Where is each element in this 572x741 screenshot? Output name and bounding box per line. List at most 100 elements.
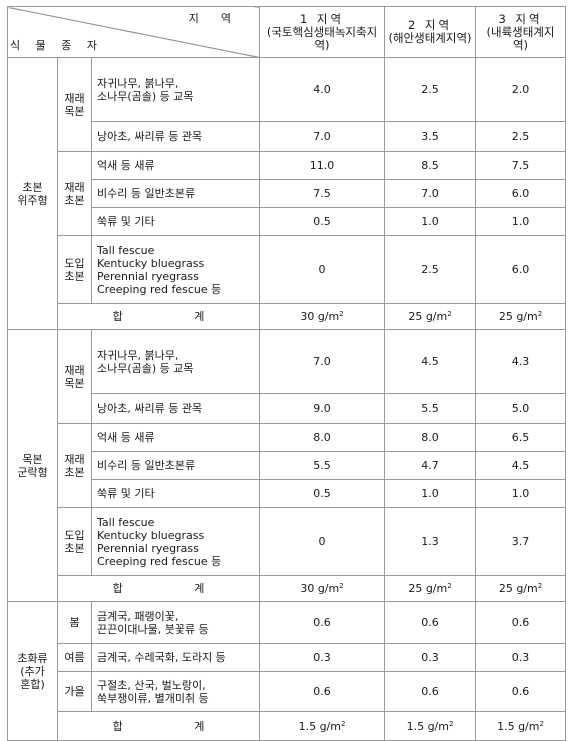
- plant-cell: 비수리 등 일반초본류: [90, 451, 261, 480]
- plant-cell: 쑥류 및 기타: [90, 479, 261, 508]
- total-value: 1.5 g/m2: [259, 711, 386, 741]
- region-2-title: 2 지역: [407, 18, 453, 32]
- value-cell: 7.0: [259, 329, 386, 394]
- total-label: 합 계: [56, 575, 261, 602]
- plant-cell: 억새 등 새류: [90, 151, 261, 180]
- value-cell: 1.0: [475, 207, 567, 236]
- subgroup-introduced-herb: 도입 초본: [57, 507, 92, 576]
- value-cell: 2.5: [475, 121, 567, 152]
- plant-cell: 비수리 등 일반초본류: [90, 179, 261, 208]
- table-row: 낭아초, 싸리류 등 관목 9.0 5.5 5.0: [8, 393, 567, 424]
- total-value: 30 g/m2: [259, 575, 386, 602]
- header-region-3: 3 지역 (내륙생태계지역): [475, 6, 567, 58]
- seed-mix-table: 지역 식 물 종 자 1 지역 (국토핵심생태녹지축지역) 2 지역 (해안생태…: [6, 6, 567, 741]
- value-cell: 0.6: [475, 601, 567, 644]
- value-cell: 1.0: [384, 479, 477, 508]
- value-cell: 3.7: [475, 507, 567, 576]
- subgroup-native-woody: 재래 목본: [57, 57, 92, 152]
- value-cell: 2.5: [384, 57, 477, 122]
- value-cell: 0.6: [475, 671, 567, 712]
- value-cell: 2.5: [384, 235, 477, 304]
- subgroup-native-woody: 재래 목본: [57, 329, 92, 424]
- total-value: 1.5 g/m2: [475, 711, 567, 741]
- season-cell: 봄: [57, 601, 92, 644]
- plant-cell: 낭아초, 싸리류 등 관목: [90, 393, 261, 424]
- value-cell: 7.0: [384, 179, 477, 208]
- table-row: 쑥류 및 기타 0.5 1.0 1.0: [8, 207, 567, 236]
- value-cell: 9.0: [259, 393, 386, 424]
- total-row: 합 계 1.5 g/m2 1.5 g/m2 1.5 g/m2: [8, 711, 567, 741]
- header-region-label: 지역: [188, 12, 254, 25]
- value-cell: 4.7: [384, 451, 477, 480]
- value-cell: 6.0: [475, 179, 567, 208]
- plant-cell: Tall fescue Kentucky bluegrass Perennial…: [90, 235, 261, 304]
- table-row: 가을 구절초, 산국, 벌노랑이, 쑥부쟁이류, 별개미취 등 0.6 0.6 …: [8, 671, 567, 712]
- value-cell: 0.6: [384, 671, 477, 712]
- value-cell: 4.5: [384, 329, 477, 394]
- value-cell: 8.0: [259, 423, 386, 452]
- value-cell: 5.5: [259, 451, 386, 480]
- subgroup-native-herb: 재래 초본: [57, 423, 92, 508]
- total-label: 합 계: [56, 303, 261, 330]
- table-row: 여름 금계국, 수레국화, 도라지 등 0.3 0.3 0.3: [8, 643, 567, 672]
- season-cell: 가을: [57, 671, 92, 712]
- plant-cell: 쑥류 및 기타: [90, 207, 261, 236]
- season-cell: 여름: [57, 643, 92, 672]
- value-cell: 7.0: [259, 121, 386, 152]
- region-2-sub: (해안생태계지역): [388, 31, 472, 45]
- value-cell: 5.0: [475, 393, 567, 424]
- value-cell: 0.3: [475, 643, 567, 672]
- value-cell: 0.3: [384, 643, 477, 672]
- value-cell: 4.5: [475, 451, 567, 480]
- plant-cell: 금계국, 패랭이꽃, 끈끈이대나물, 붓꽃류 등: [90, 601, 261, 644]
- value-cell: 0.6: [384, 601, 477, 644]
- table-row: 초화류 (추가 혼합) 봄 금계국, 패랭이꽃, 끈끈이대나물, 붓꽃류 등 0…: [7, 601, 567, 741]
- subgroup-introduced-herb: 도입 초본: [57, 235, 92, 304]
- subgroup-native-herb: 재래 초본: [57, 151, 92, 236]
- table-row: 비수리 등 일반초본류 7.5 7.0 6.0: [8, 179, 567, 208]
- total-row: 합 계 30 g/m2 25 g/m2 25 g/m2: [8, 575, 567, 602]
- region-1-title: 1 지역: [299, 11, 345, 26]
- value-cell: 6.0: [475, 235, 567, 304]
- value-cell: 1.0: [384, 207, 477, 236]
- value-cell: 11.0: [259, 151, 386, 180]
- plant-cell: 자귀나무, 붉나무, 소나무(곰솔) 등 교목: [90, 329, 261, 394]
- value-cell: 4.0: [259, 57, 386, 122]
- table-row: 초본 위주형 재래 목본 자귀나무, 붉나무, 소나무(곰솔) 등 교목 4.0…: [7, 57, 567, 330]
- total-row: 합 계 30 g/m2 25 g/m2 25 g/m2: [8, 303, 567, 330]
- table-row: 쑥류 및 기타 0.5 1.0 1.0: [8, 479, 567, 508]
- value-cell: 0.6: [259, 601, 386, 644]
- table-row: 도입 초본 Tall fescue Kentucky bluegrass Per…: [8, 507, 567, 576]
- value-cell: 8.0: [384, 423, 477, 452]
- value-cell: 6.5: [475, 423, 567, 452]
- region-3-title: 3 지역: [498, 11, 543, 26]
- value-cell: 0.5: [259, 207, 386, 236]
- table-row: 재래 초본 억새 등 새류 8.0 8.0 6.5: [8, 423, 567, 508]
- plant-cell: 낭아초, 싸리류 등 관목: [90, 121, 261, 152]
- plant-cell: Tall fescue Kentucky bluegrass Perennial…: [90, 507, 261, 576]
- value-cell: 0.5: [259, 479, 386, 508]
- value-cell: 1.3: [384, 507, 477, 576]
- header-corner-cell: 지역 식 물 종 자: [6, 6, 261, 58]
- value-cell: 3.5: [384, 121, 477, 152]
- value-cell: 5.5: [384, 393, 477, 424]
- value-cell: 4.3: [475, 329, 567, 394]
- header-region-1: 1 지역 (국토핵심생태녹지축지역): [259, 6, 386, 58]
- value-cell: 0.3: [259, 643, 386, 672]
- plant-cell: 금계국, 수레국화, 도라지 등: [90, 643, 261, 672]
- region-3-sub: (내륙생태계지역): [486, 24, 555, 52]
- total-value: 25 g/m2: [384, 303, 477, 330]
- plant-cell: 억새 등 새류: [90, 423, 261, 452]
- table-row: 도입 초본 Tall fescue Kentucky bluegrass Per…: [8, 235, 567, 304]
- total-value: 25 g/m2: [475, 575, 567, 602]
- total-value: 1.5 g/m2: [384, 711, 477, 741]
- group-flower-label: 초화류 (추가 혼합): [7, 601, 58, 741]
- group-woody-label: 목본 군락형: [7, 329, 58, 602]
- total-value: 30 g/m2: [259, 303, 386, 330]
- value-cell: 7.5: [259, 179, 386, 208]
- plant-cell: 구절초, 산국, 벌노랑이, 쑥부쟁이류, 별개미취 등: [90, 671, 261, 712]
- value-cell: 8.5: [384, 151, 477, 180]
- value-cell: 0.6: [259, 671, 386, 712]
- total-value: 25 g/m2: [384, 575, 477, 602]
- value-cell: 0: [259, 507, 386, 576]
